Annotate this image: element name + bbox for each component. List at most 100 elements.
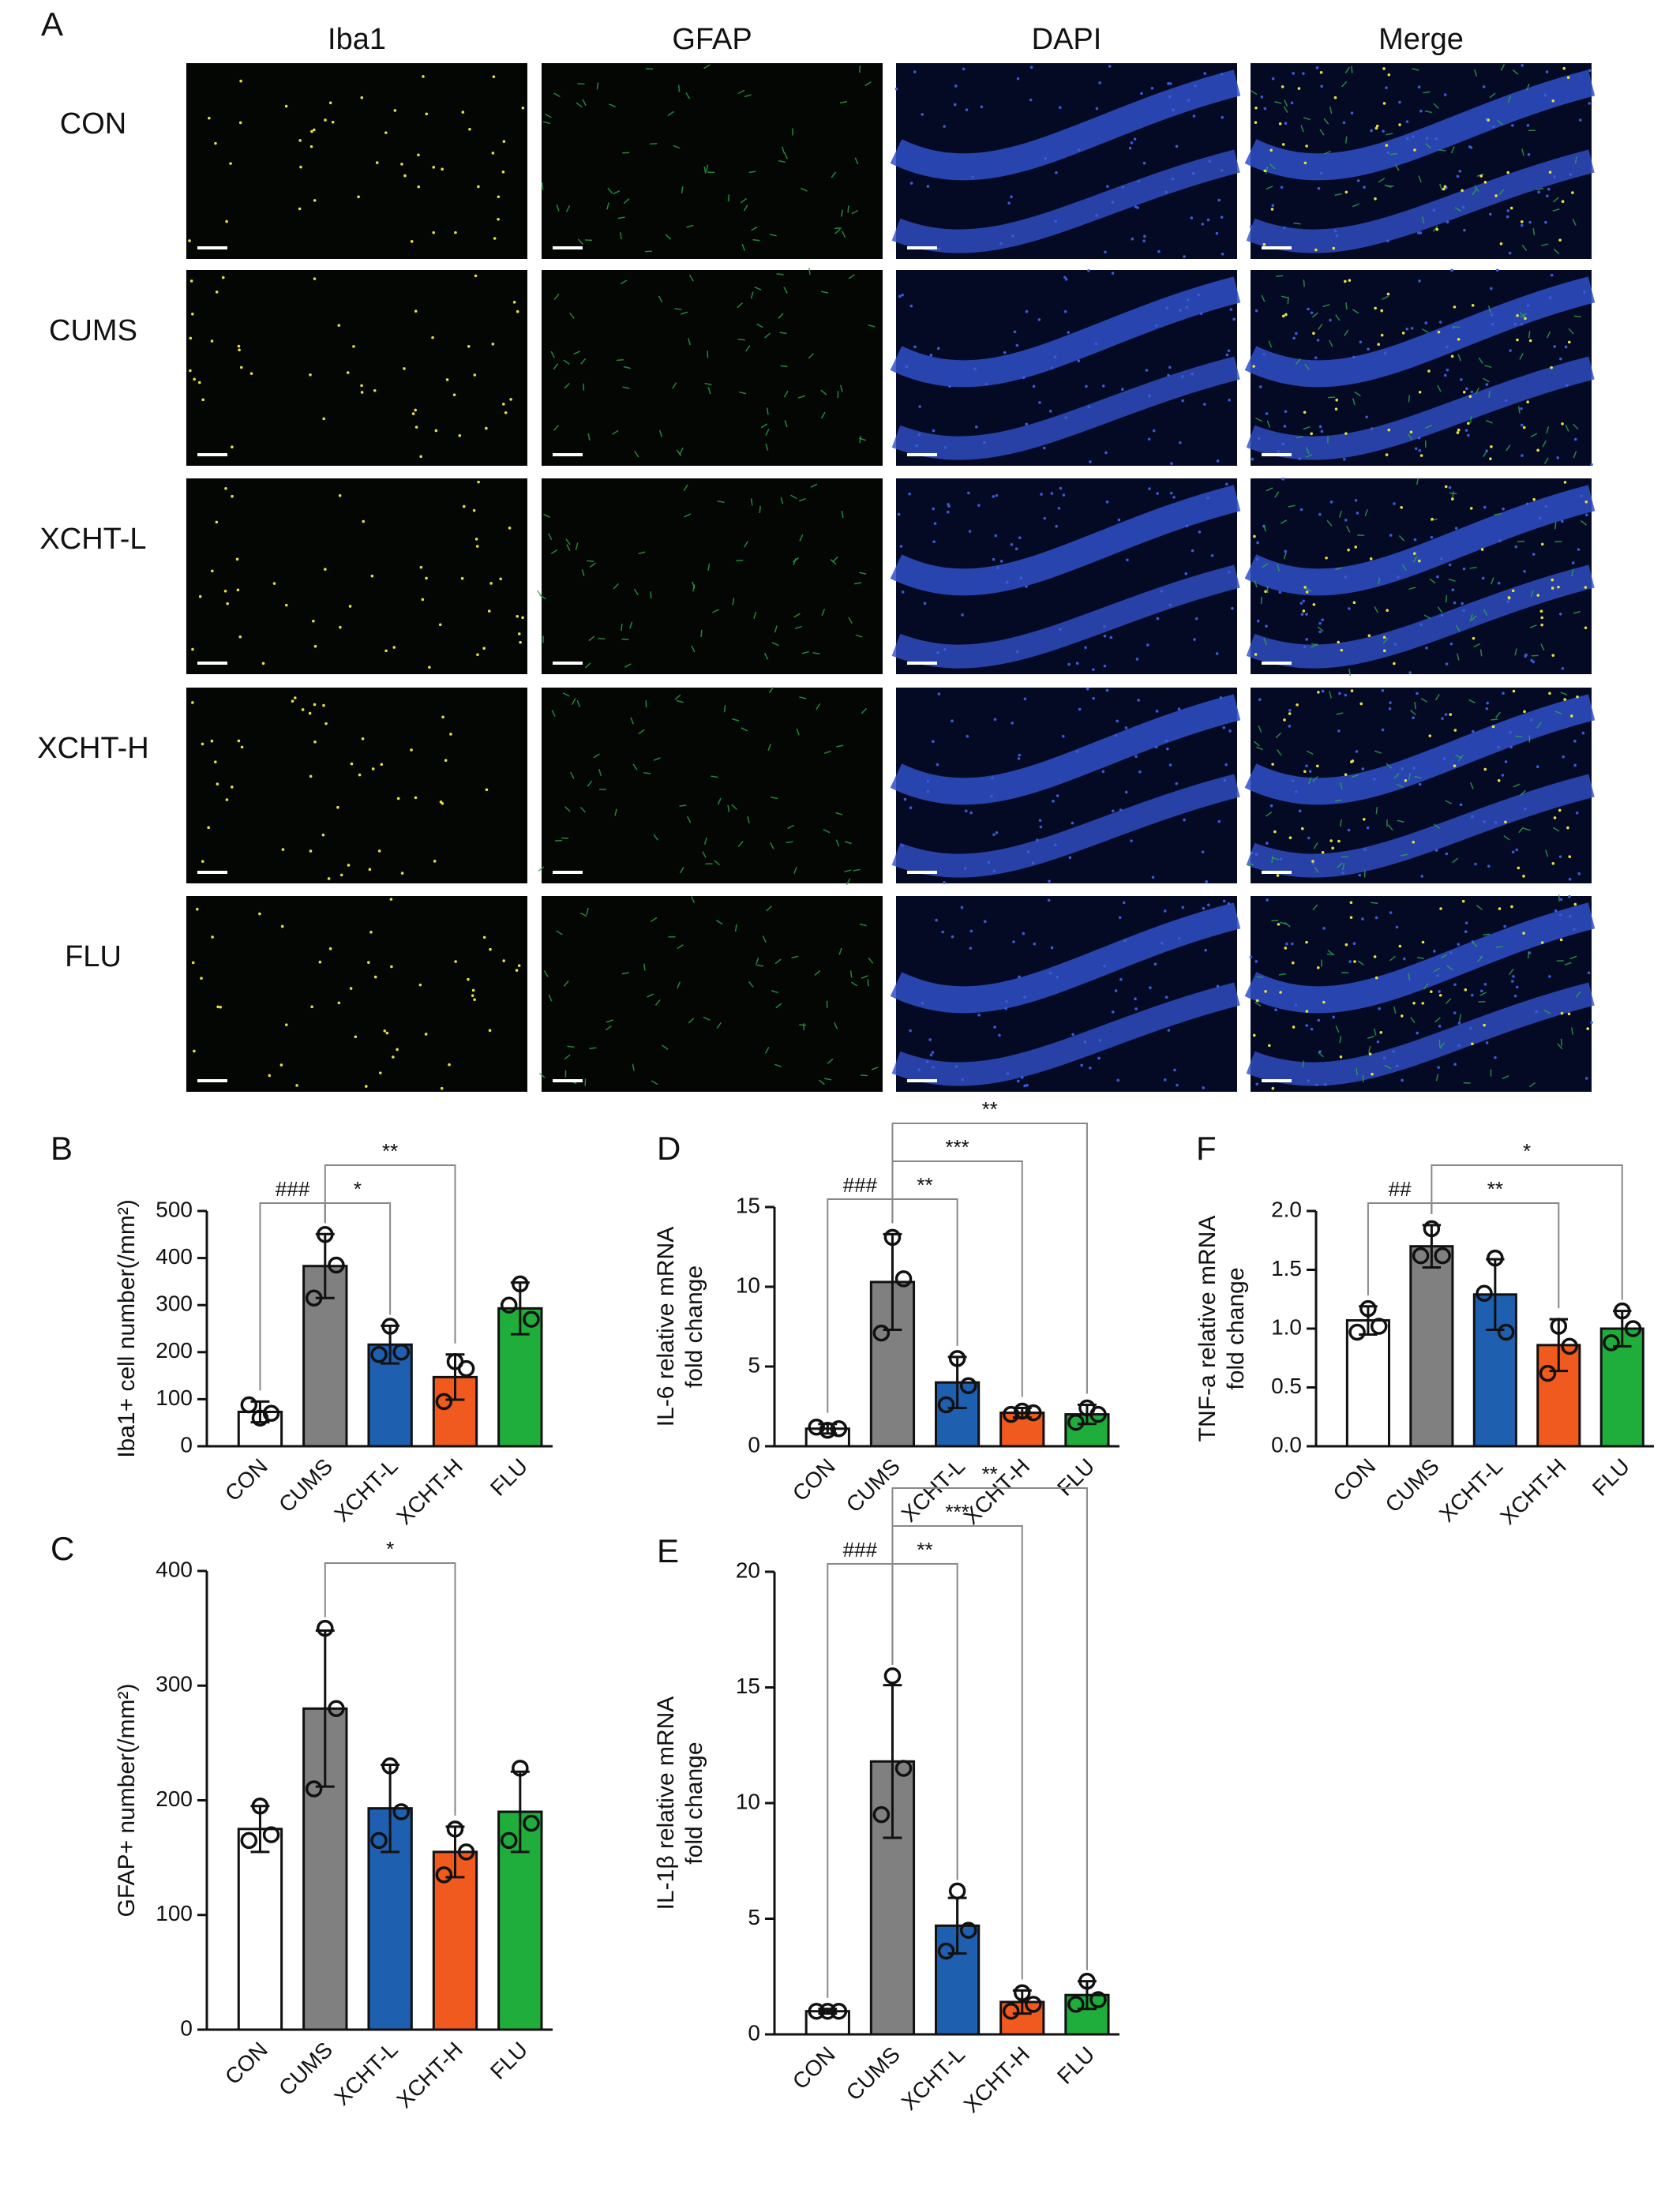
microglia <box>1551 587 1554 590</box>
nucleus <box>1222 899 1226 903</box>
x-tick-label: FLU <box>1052 1454 1099 1501</box>
nucleus <box>1461 602 1464 605</box>
astrocyte <box>1352 203 1359 208</box>
astrocyte <box>1271 856 1273 864</box>
nucleus <box>1510 980 1514 983</box>
microglia <box>1303 586 1307 589</box>
nucleus <box>1262 352 1266 356</box>
nucleus <box>1153 962 1157 966</box>
microglia <box>1303 411 1307 414</box>
astrocyte <box>830 559 837 565</box>
nucleus <box>1561 666 1565 670</box>
nucleus <box>1315 1083 1318 1086</box>
astrocyte <box>1453 326 1461 328</box>
image-background <box>186 896 527 1092</box>
nucleus <box>1284 122 1288 126</box>
astrocyte <box>1393 1007 1397 1014</box>
astrocyte <box>692 581 696 589</box>
nucleus <box>999 560 1003 563</box>
panel-label: E <box>657 1532 679 1569</box>
astrocyte <box>734 924 737 932</box>
nucleus <box>1417 85 1421 89</box>
microglia <box>237 344 241 348</box>
microglia <box>422 75 425 78</box>
nucleus <box>1175 144 1179 148</box>
nucleus <box>1124 790 1128 794</box>
nucleus <box>1260 96 1264 99</box>
nucleus <box>1279 857 1283 860</box>
nucleus <box>983 920 987 924</box>
nucleus <box>909 304 913 308</box>
microglia <box>445 378 449 381</box>
microglia <box>229 162 232 165</box>
nucleus <box>1556 456 1560 459</box>
astrocyte <box>688 275 694 282</box>
microglia <box>188 239 191 242</box>
nucleus <box>977 1013 981 1017</box>
astrocyte <box>1335 1025 1340 1033</box>
nucleus <box>935 918 938 922</box>
microglia <box>1254 653 1258 656</box>
microglia <box>324 118 327 122</box>
nucleus <box>1513 322 1517 326</box>
nucleus <box>917 1068 921 1071</box>
nucleus <box>995 493 999 497</box>
nucleus <box>1029 98 1033 102</box>
nucleus <box>1317 186 1321 190</box>
microglia <box>1374 976 1378 980</box>
astrocyte <box>820 389 827 396</box>
nucleus <box>995 831 999 834</box>
astrocyte <box>580 358 587 365</box>
microglia <box>1271 1086 1275 1090</box>
cell-layer <box>1244 69 1596 181</box>
nucleus <box>1201 850 1205 853</box>
astrocyte <box>1571 568 1574 577</box>
nucleus <box>932 740 935 744</box>
astrocyte <box>1528 1082 1536 1088</box>
astrocyte <box>1266 487 1273 492</box>
nucleus <box>1354 498 1358 502</box>
microglia <box>1550 366 1553 369</box>
astrocyte <box>1311 643 1319 647</box>
data-point <box>240 1831 258 1850</box>
microglia <box>375 161 379 164</box>
microglia <box>462 504 466 508</box>
nucleus <box>1438 1025 1442 1028</box>
microglia <box>226 602 229 605</box>
nucleus <box>1036 838 1039 842</box>
microglia <box>1279 991 1282 994</box>
image-background <box>542 63 883 259</box>
microglia <box>517 964 521 967</box>
microglia <box>389 898 393 901</box>
microglia <box>1437 330 1441 334</box>
microglia <box>1563 481 1567 484</box>
microglia <box>1277 923 1281 926</box>
nucleus <box>1412 716 1415 720</box>
microglia <box>1312 603 1316 606</box>
astrocyte <box>1469 416 1472 424</box>
nucleus <box>1087 269 1090 272</box>
nucleus <box>1122 901 1126 905</box>
microglia <box>200 977 203 980</box>
microglia <box>238 635 242 639</box>
microglia <box>1512 689 1516 693</box>
micrograph <box>1244 268 1596 467</box>
data-point <box>1067 1996 1085 2013</box>
astrocyte <box>741 727 748 732</box>
astrocyte <box>762 935 767 943</box>
nucleus <box>1446 220 1449 224</box>
nucleus <box>992 557 996 561</box>
microglia <box>1398 123 1401 126</box>
astrocyte <box>1278 973 1286 976</box>
nucleus <box>1064 278 1068 281</box>
nucleus <box>1376 1040 1380 1044</box>
astrocyte <box>1470 615 1477 622</box>
astrocyte <box>1408 973 1411 981</box>
nucleus <box>1393 502 1396 505</box>
nucleus <box>1453 1011 1457 1014</box>
nucleus <box>1332 1015 1335 1019</box>
astrocyte <box>1311 312 1318 318</box>
microglia <box>309 373 312 377</box>
astrocyte <box>820 291 829 294</box>
microglia <box>432 231 436 234</box>
